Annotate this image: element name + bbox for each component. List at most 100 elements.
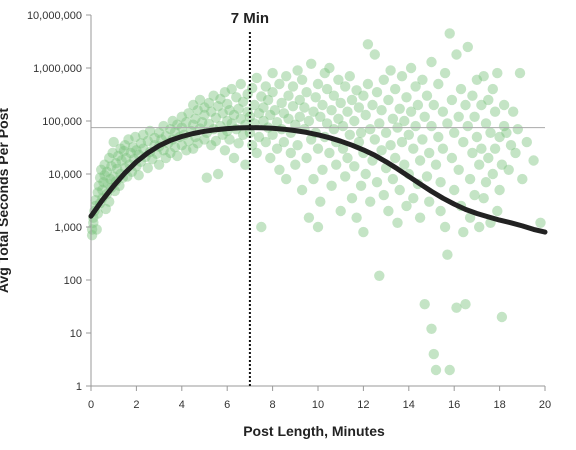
- data-point: [219, 145, 231, 156]
- data-point: [303, 212, 315, 223]
- data-point: [437, 143, 449, 154]
- data-point: [258, 102, 269, 113]
- data-point: [514, 67, 526, 79]
- data-point: [476, 99, 487, 111]
- data-point: [337, 143, 349, 154]
- data-point: [256, 91, 267, 102]
- data-point: [367, 99, 378, 111]
- data-point: [492, 205, 503, 217]
- data-point: [326, 105, 337, 116]
- data-point: [380, 127, 392, 138]
- data-point: [474, 221, 485, 233]
- x-tick-label: 0: [88, 399, 94, 411]
- data-point: [385, 65, 396, 76]
- data-point: [201, 172, 212, 183]
- data-point: [142, 162, 153, 174]
- data-point: [281, 173, 292, 185]
- data-point: [278, 136, 290, 148]
- data-point: [226, 83, 237, 95]
- data-point: [91, 224, 102, 235]
- data-point: [419, 299, 430, 310]
- data-point: [165, 124, 176, 135]
- data-point: [421, 171, 433, 182]
- data-point: [426, 120, 437, 132]
- data-point: [428, 348, 439, 360]
- data-point: [306, 58, 317, 69]
- data-point: [217, 108, 228, 119]
- data-point: [478, 193, 489, 204]
- data-point: [355, 127, 367, 138]
- data-point: [340, 81, 351, 92]
- data-point: [390, 83, 401, 95]
- x-tick-label: 4: [179, 399, 185, 411]
- data-point: [360, 168, 371, 180]
- data-point: [192, 105, 203, 116]
- labels: 1101001,00010,000100,0001,000,00010,000,…: [0, 10, 551, 439]
- data-point: [485, 127, 496, 138]
- data-point: [326, 180, 337, 191]
- data-point: [283, 90, 294, 101]
- data-point: [405, 62, 417, 74]
- data-point: [458, 226, 469, 238]
- data-point: [99, 159, 110, 170]
- data-point: [106, 161, 117, 172]
- data-point: [169, 142, 181, 153]
- data-point: [355, 180, 367, 191]
- data-point: [99, 170, 110, 181]
- data-point: [362, 39, 374, 50]
- data-point: [113, 150, 124, 162]
- data-point: [496, 159, 508, 170]
- y-tick-label: 100,000: [42, 116, 82, 128]
- data-point: [498, 99, 510, 111]
- data-point: [265, 109, 276, 121]
- data-point: [210, 112, 222, 124]
- data-point: [199, 109, 210, 121]
- data-point: [480, 177, 492, 188]
- data-point: [390, 152, 401, 164]
- data-point: [419, 111, 430, 123]
- data-point: [476, 143, 487, 154]
- data-point: [203, 118, 215, 130]
- data-point: [312, 221, 324, 233]
- x-tick-label: 10: [312, 399, 324, 411]
- data-point: [224, 134, 235, 145]
- data-point: [94, 172, 106, 183]
- data-point: [401, 92, 412, 103]
- data-point: [118, 145, 130, 157]
- data-point: [385, 140, 396, 151]
- data-point: [360, 109, 371, 121]
- axes: [86, 14, 546, 391]
- data-point: [376, 105, 387, 116]
- data-point: [428, 99, 439, 111]
- data-point: [467, 90, 478, 101]
- data-point: [396, 136, 408, 148]
- data-point: [408, 193, 419, 204]
- trend-curve: [88, 125, 548, 235]
- data-point: [212, 168, 224, 180]
- data-point: [403, 129, 414, 140]
- data-point: [215, 93, 226, 105]
- data-point: [376, 145, 387, 156]
- data-point: [371, 177, 383, 188]
- data-point: [107, 147, 118, 159]
- data-point: [296, 74, 308, 86]
- data-point: [131, 145, 142, 156]
- data-point: [433, 78, 444, 90]
- data-point: [308, 106, 319, 117]
- data-point: [222, 115, 233, 127]
- y-tick-label: 10: [70, 328, 82, 340]
- data-point: [104, 152, 115, 164]
- x-tick-label: 8: [270, 399, 276, 411]
- data-point: [321, 118, 333, 129]
- data-point: [462, 120, 473, 132]
- data-point: [119, 140, 131, 151]
- data-point: [435, 205, 446, 217]
- data-point: [253, 131, 265, 143]
- data-point: [439, 221, 451, 233]
- data-point: [399, 115, 410, 127]
- data-point: [203, 97, 215, 109]
- data-point: [100, 203, 112, 215]
- data-point: [344, 71, 355, 82]
- data-point: [308, 173, 319, 185]
